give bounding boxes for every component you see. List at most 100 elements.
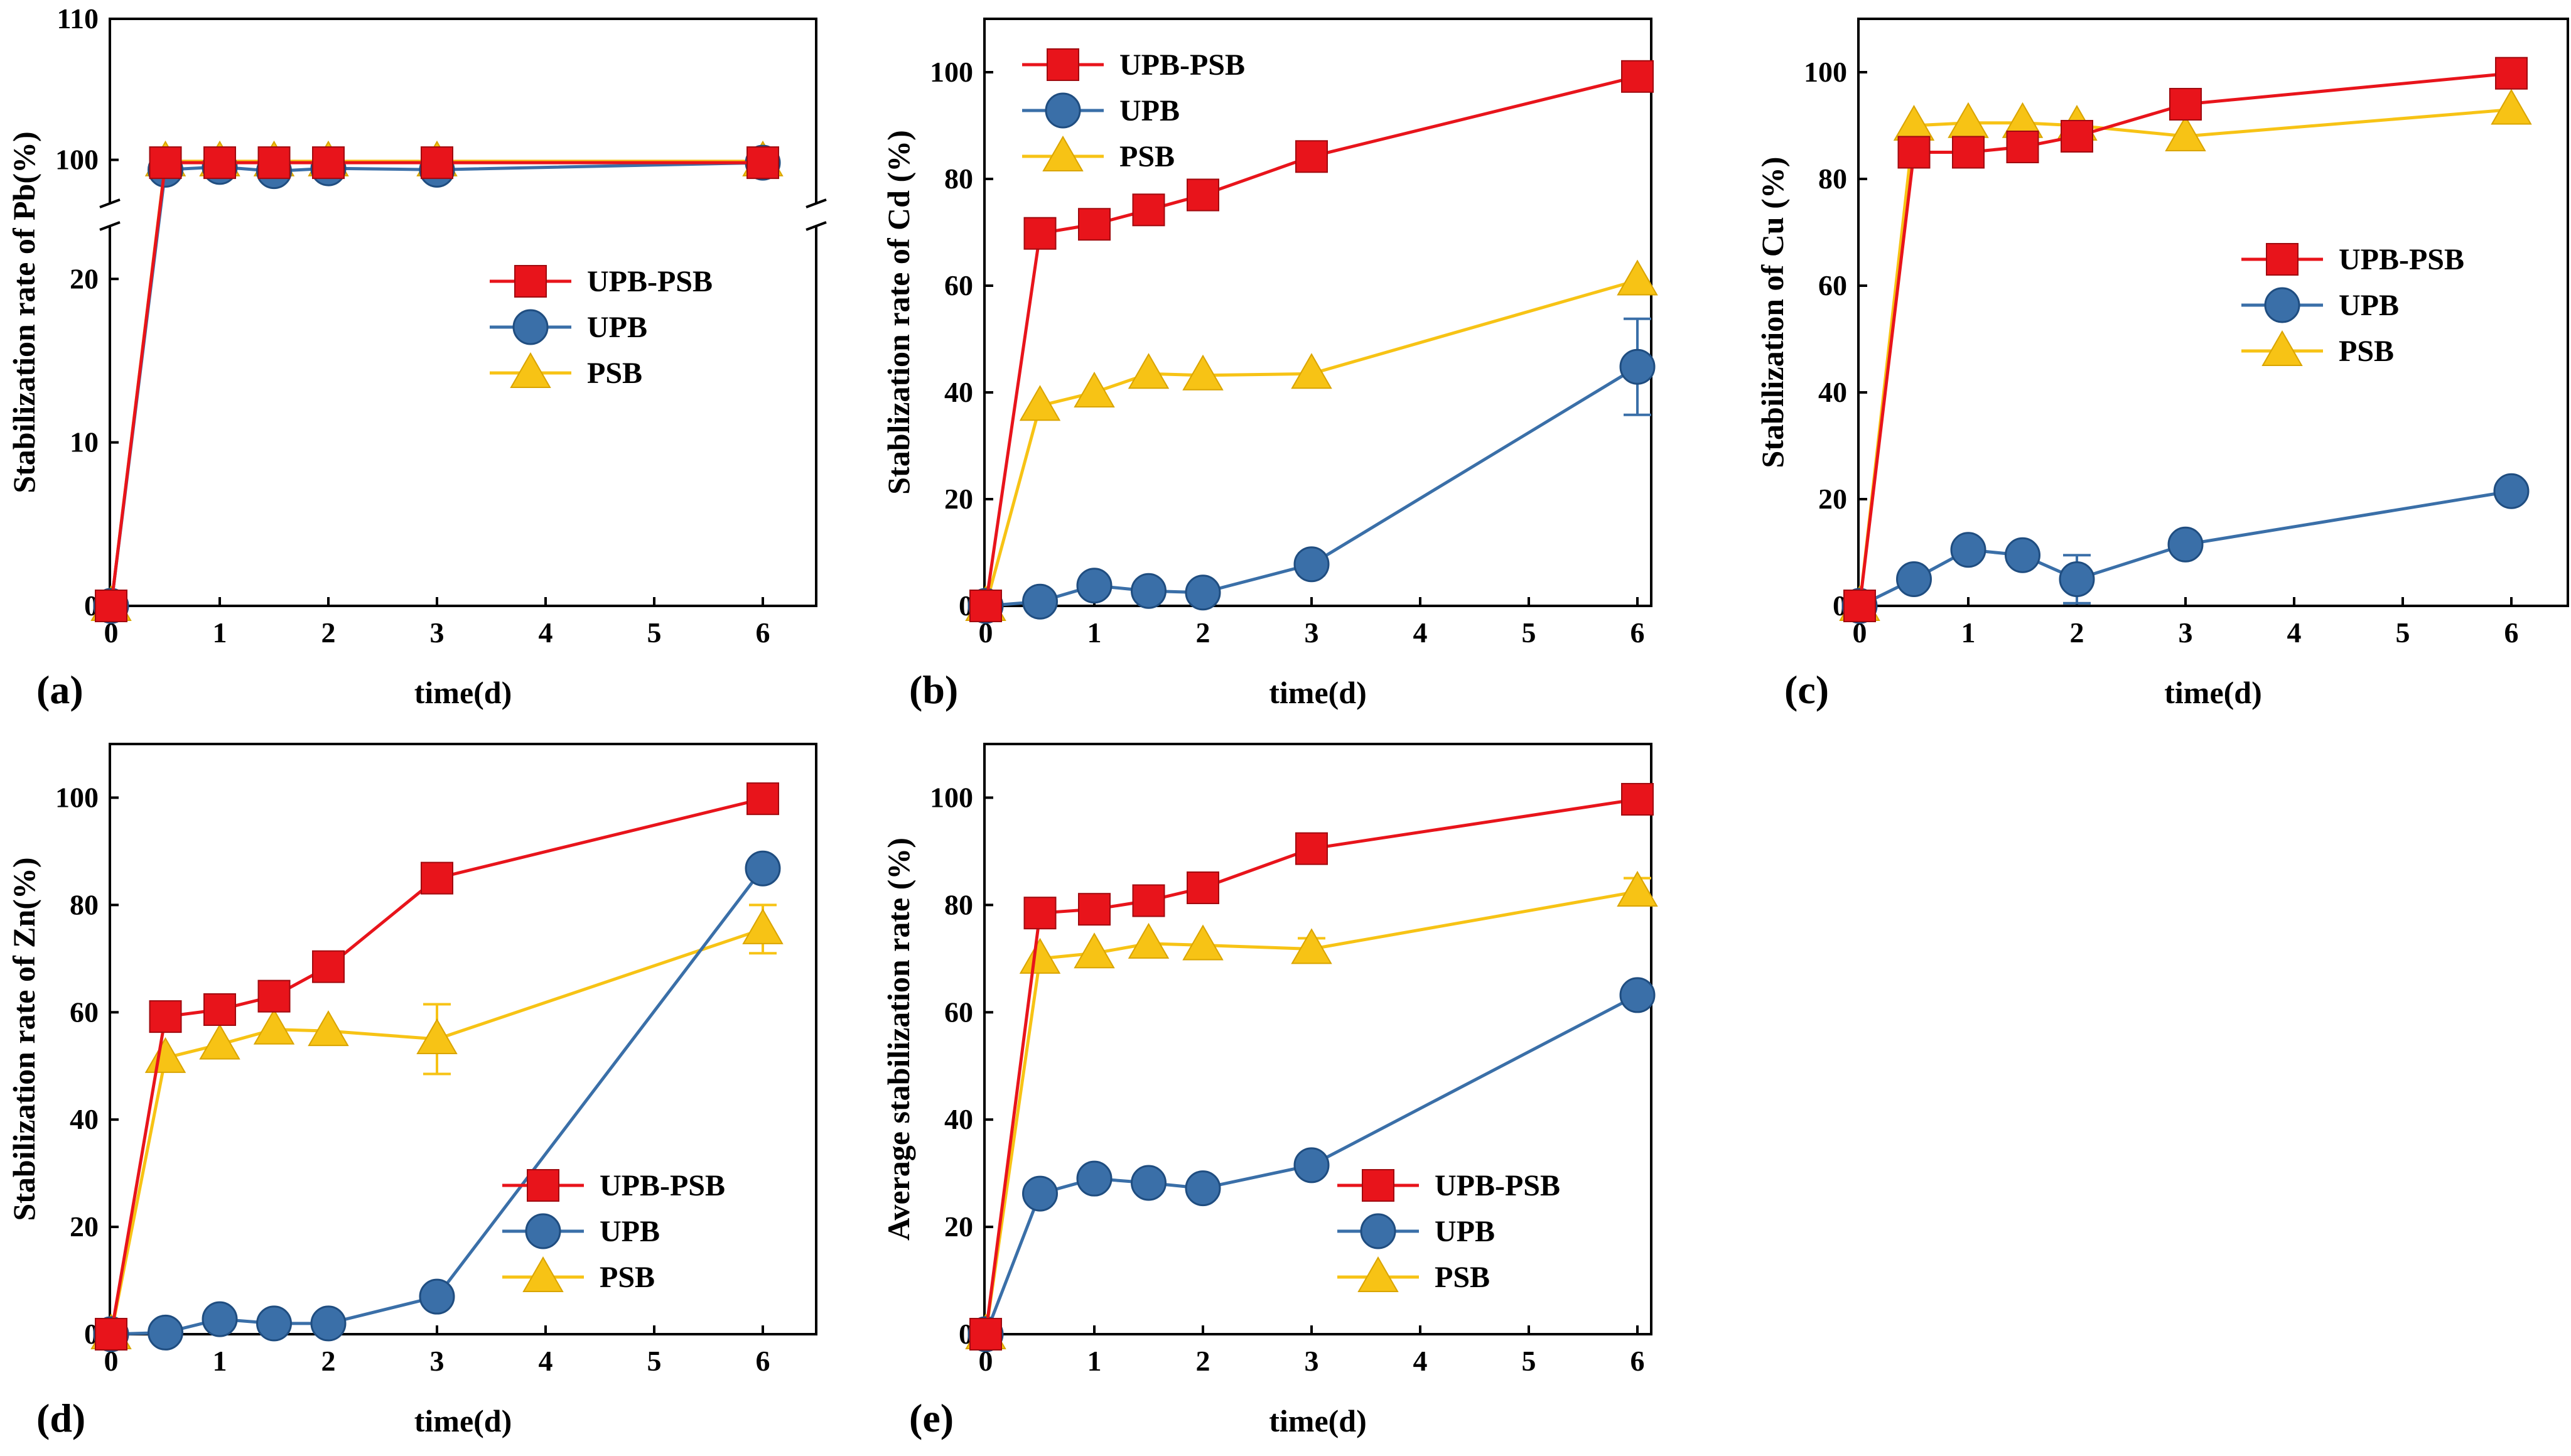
legend: UPB-PSB UPB PSB xyxy=(490,265,713,390)
y-tick-label: 20 xyxy=(70,262,99,294)
data-point-upb xyxy=(1131,1165,1167,1201)
x-tick-label: 1 xyxy=(1961,617,1976,649)
legend: UPB-PSB UPB PSB xyxy=(502,1169,725,1294)
series-line-psb xyxy=(109,159,763,607)
legend-marker-upb xyxy=(512,309,549,345)
x-tick-label: 0 xyxy=(1853,617,1867,649)
data-point-upb-psb xyxy=(2495,57,2528,90)
data-point-upb-psb xyxy=(1621,60,1654,93)
y-tick-label: 80 xyxy=(70,888,99,920)
legend-label: UPB-PSB xyxy=(1119,48,1245,82)
data-point-psb xyxy=(1128,922,1170,959)
legend-label: UPB xyxy=(2339,289,2399,322)
y-tick-label: 80 xyxy=(944,163,973,195)
x-tick-label: 4 xyxy=(1413,617,1428,649)
data-point-upb xyxy=(1022,583,1058,620)
x-tick-label: 3 xyxy=(1305,1345,1319,1377)
data-point-psb xyxy=(1128,353,1170,389)
y-axis-label: Stablization rate of Cd (%) xyxy=(881,130,916,495)
data-point-psb xyxy=(1948,102,1989,138)
y-tick-label: 80 xyxy=(1818,163,1847,195)
legend-marker-psb xyxy=(2261,330,2303,366)
y-tick-label: 60 xyxy=(944,269,973,301)
data-point-upb-psb xyxy=(1078,893,1111,926)
axis-break-mark-right xyxy=(806,221,827,231)
x-tick-label: 6 xyxy=(1630,617,1645,649)
plot-frame xyxy=(983,743,1652,1335)
data-point-upb-psb xyxy=(2169,88,2202,121)
y-tick-label: 40 xyxy=(1818,376,1847,408)
data-point-psb xyxy=(1074,932,1115,969)
y-axis-label: Stabilization rate of Pb(%) xyxy=(6,131,41,493)
x-tick-label: 5 xyxy=(647,1345,662,1377)
legend-marker-psb xyxy=(510,352,551,388)
data-point-upb-psb xyxy=(969,1318,1002,1351)
plot-frame xyxy=(109,18,817,607)
legend-label: PSB xyxy=(2339,335,2394,368)
x-tick-label: 2 xyxy=(321,1345,336,1377)
legend-marker-upb xyxy=(1045,92,1081,129)
series-line-psb xyxy=(109,927,763,1335)
x-tick-label: 2 xyxy=(2070,617,2084,649)
y-tick-label: 100 xyxy=(930,56,973,88)
data-point-upb-psb xyxy=(95,1318,127,1351)
data-point-upb xyxy=(1076,1160,1113,1197)
data-point-upb xyxy=(1022,1175,1058,1212)
legend-marker-upb xyxy=(2264,287,2300,323)
x-tick-label: 5 xyxy=(1522,1345,1536,1377)
x-tick-label: 4 xyxy=(539,617,553,649)
legend-marker-upb-psb xyxy=(514,265,547,298)
data-point-upb xyxy=(1185,574,1221,611)
data-point-upb xyxy=(148,1314,183,1351)
data-point-upb xyxy=(1950,532,1986,568)
data-point-upb-psb xyxy=(312,950,345,983)
data-point-psb xyxy=(253,1008,295,1045)
legend-label: UPB-PSB xyxy=(587,265,713,298)
data-point-upb-psb xyxy=(1295,832,1328,865)
x-tick-label: 3 xyxy=(430,1345,445,1377)
legend: UPB-PSB UPB PSB xyxy=(2241,243,2464,368)
data-point-upb xyxy=(2493,473,2530,509)
data-point-upb xyxy=(1131,573,1167,609)
data-point-upb-psb xyxy=(203,993,236,1026)
data-point-upb-psb xyxy=(747,146,779,180)
data-point-psb xyxy=(1182,354,1224,391)
data-point-upb-psb xyxy=(1843,590,1876,622)
data-point-psb xyxy=(144,1037,186,1073)
x-tick-label: 6 xyxy=(756,1345,770,1377)
data-point-psb xyxy=(2491,89,2532,125)
data-point-upb-psb xyxy=(1023,217,1057,250)
series-line-upb xyxy=(110,867,764,1336)
data-point-upb-psb xyxy=(312,146,345,180)
data-point-upb-psb xyxy=(257,146,291,180)
x-tick-label: 1 xyxy=(213,1345,227,1377)
x-tick-label: 3 xyxy=(2179,617,2193,649)
data-point-upb xyxy=(1185,1170,1221,1207)
x-tick-label: 0 xyxy=(979,617,993,649)
data-point-upb-psb xyxy=(203,146,236,180)
y-tick-label: 60 xyxy=(944,996,973,1028)
data-point-upb-psb xyxy=(1132,884,1165,917)
legend-label: PSB xyxy=(600,1261,655,1294)
axis-break-mark-left xyxy=(99,221,121,231)
data-point-psb xyxy=(308,1010,349,1047)
y-tick-label: 20 xyxy=(944,483,973,515)
legend-label: UPB xyxy=(587,311,647,344)
legend-label: UPB xyxy=(600,1215,660,1248)
y-tick-label: 10 xyxy=(70,426,99,458)
y-tick-label: 40 xyxy=(944,376,973,408)
legend: UPB-PSB UPB PSB xyxy=(1337,1169,1560,1294)
legend-marker-upb-psb xyxy=(1362,1169,1394,1202)
legend-label: UPB-PSB xyxy=(1435,1169,1560,1202)
data-point-upb-psb xyxy=(421,861,453,895)
x-axis-label: time(d) xyxy=(2164,675,2262,710)
y-tick-label: 40 xyxy=(70,1103,99,1135)
y-tick-label: 60 xyxy=(70,996,99,1028)
data-point-psb xyxy=(416,1018,458,1054)
plot-frame xyxy=(109,743,817,1335)
y-tick-label: 80 xyxy=(944,888,973,920)
